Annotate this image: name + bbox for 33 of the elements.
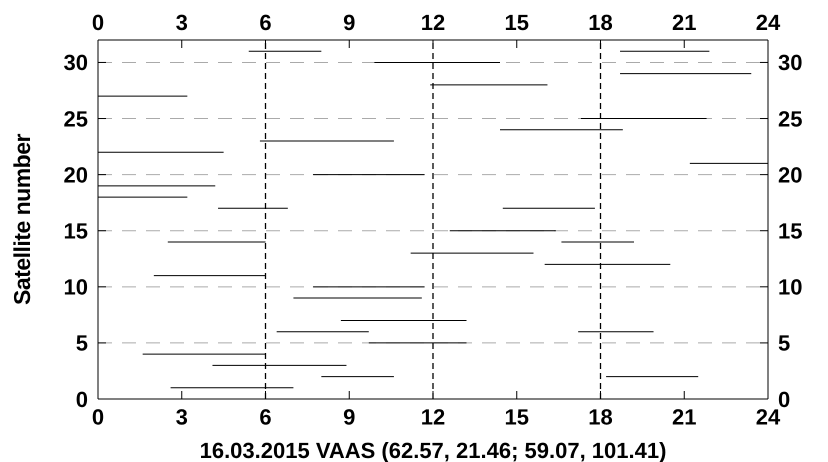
- x-tick-label: 24: [756, 10, 781, 35]
- x-tick-label: 6: [259, 10, 272, 35]
- y2-tick-label: 10: [778, 274, 802, 300]
- y-tick-label: 10: [64, 274, 88, 300]
- y2-tick-label: 15: [778, 218, 802, 244]
- x2-tick-label: 12: [420, 404, 446, 430]
- y-tick-label: 0: [76, 386, 88, 412]
- x2-tick-label: 9: [343, 404, 356, 430]
- y2-tick-label: 30: [778, 50, 802, 76]
- y2-tick-label: 25: [778, 106, 802, 132]
- y-tick-label: 5: [76, 330, 88, 356]
- y2-tick-label: 5: [778, 330, 790, 356]
- x-tick-label: 15: [504, 10, 529, 35]
- x-tick-label: 21: [672, 10, 696, 35]
- x-tick-label: 12: [420, 10, 446, 35]
- x-tick-label: 9: [343, 10, 356, 35]
- y2-tick-label: 20: [778, 162, 802, 188]
- x-tick-label: 3: [176, 10, 188, 35]
- y-tick-label: 20: [64, 162, 88, 188]
- x-tick-label: 18: [588, 10, 613, 35]
- x2-tick-label: 18: [588, 404, 613, 430]
- x2-tick-label: 0: [92, 404, 104, 430]
- y-axis-title: Satellite number: [9, 133, 35, 305]
- y-tick-label: 30: [64, 50, 88, 76]
- x-tick-label: 0: [92, 10, 104, 35]
- x2-tick-label: 21: [672, 404, 696, 430]
- x2-tick-label: 15: [504, 404, 529, 430]
- x2-tick-label: 3: [176, 404, 188, 430]
- x2-tick-label: 24: [756, 404, 781, 430]
- y2-tick-label: 0: [778, 386, 790, 412]
- y-tick-label: 15: [64, 218, 88, 244]
- y-tick-label: 25: [64, 106, 88, 132]
- x2-tick-label: 6: [259, 404, 272, 430]
